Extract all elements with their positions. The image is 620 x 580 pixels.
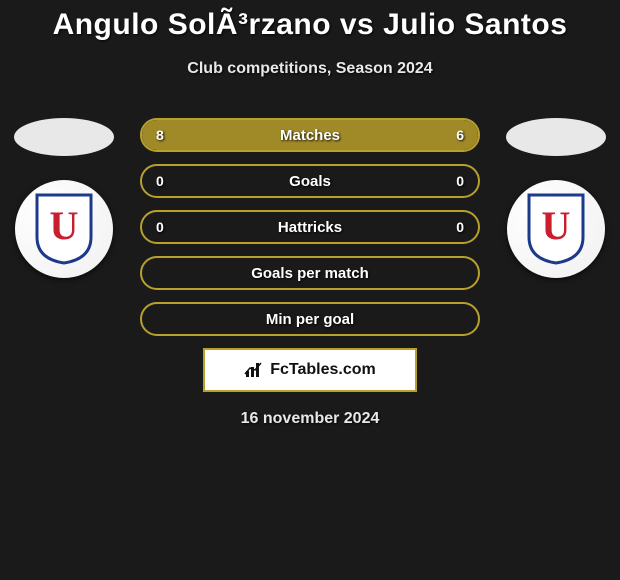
club-logo-right: U: [507, 180, 605, 278]
brand-footer[interactable]: FcTables.com: [203, 348, 417, 392]
stat-label: Matches: [280, 127, 340, 144]
player-right-column: U: [506, 118, 606, 278]
club-logo-left: U: [15, 180, 113, 278]
main-content-row: U 8 6 Matches 0 0 Goals 0 0 Hattricks Goals per m…: [0, 118, 620, 336]
svg-text:U: U: [542, 203, 571, 248]
stat-label: Hattricks: [278, 219, 342, 236]
stat-value-right: 6: [456, 127, 464, 143]
page-subtitle: Club competitions, Season 2024: [0, 60, 620, 78]
stat-row: Min per goal: [140, 302, 480, 336]
stats-column: 8 6 Matches 0 0 Goals 0 0 Hattricks Goals per mat…: [140, 118, 480, 336]
svg-text:U: U: [50, 203, 79, 248]
shield-u-icon: U: [33, 193, 95, 265]
bar-chart-icon: [244, 361, 266, 379]
stat-value-left: 0: [156, 173, 164, 189]
stat-value-right: 0: [456, 219, 464, 235]
stat-value-left: 8: [156, 127, 164, 143]
stat-row: Goals per match: [140, 256, 480, 290]
stat-row: 0 0 Goals: [140, 164, 480, 198]
comparison-widget: Angulo SolÃ³rzano vs Julio Santos Club c…: [0, 0, 620, 428]
brand-text: FcTables.com: [270, 361, 376, 379]
shield-u-icon: U: [525, 193, 587, 265]
date-text: 16 november 2024: [0, 410, 620, 428]
stat-value-left: 0: [156, 219, 164, 235]
stat-value-right: 0: [456, 173, 464, 189]
player-left-placeholder: [14, 118, 114, 156]
stat-row: 0 0 Hattricks: [140, 210, 480, 244]
stat-row: 8 6 Matches: [140, 118, 480, 152]
stat-label: Goals per match: [251, 265, 369, 282]
stat-label: Min per goal: [266, 311, 354, 328]
player-right-placeholder: [506, 118, 606, 156]
page-title: Angulo SolÃ³rzano vs Julio Santos: [0, 8, 620, 42]
player-left-column: U: [14, 118, 114, 278]
stat-label: Goals: [289, 173, 331, 190]
